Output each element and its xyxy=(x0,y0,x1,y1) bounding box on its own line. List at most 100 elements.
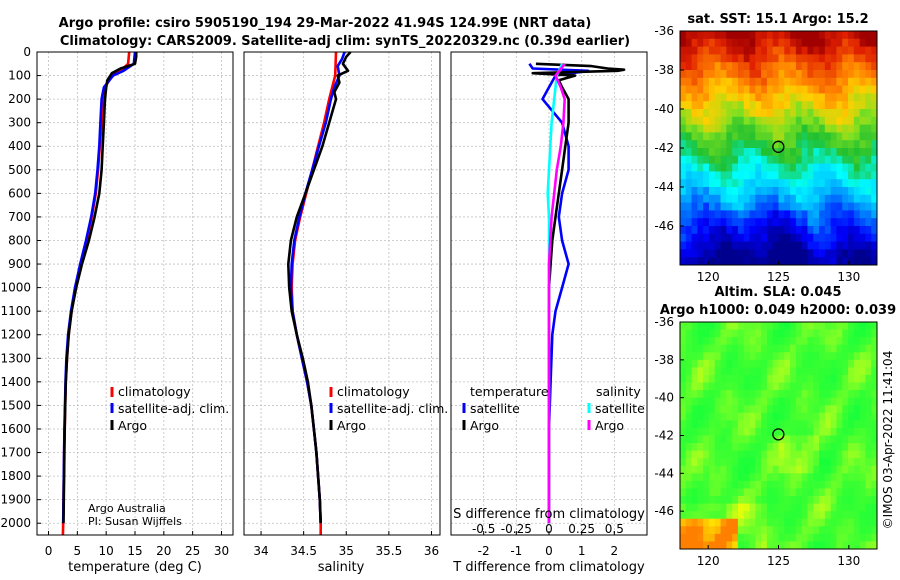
sst-cell xyxy=(680,140,687,149)
sla-cell xyxy=(824,427,832,436)
sla-cell xyxy=(766,480,774,489)
sla-cell xyxy=(755,496,762,504)
temperature-panel: 0 5 10 15 20 25 30 010020030040050060070080090… xyxy=(0,45,234,575)
sla-cell xyxy=(859,374,866,383)
sst-cell xyxy=(871,257,878,266)
sst-cell xyxy=(685,171,692,180)
sla-cell xyxy=(871,374,878,383)
map-x-tick-label: 120 xyxy=(697,554,720,568)
sla-cell xyxy=(813,405,820,414)
sla-cell xyxy=(772,458,779,467)
sla-cell xyxy=(755,427,762,436)
sst-cell xyxy=(830,187,837,196)
sst-cell xyxy=(755,93,762,102)
sla-cell xyxy=(772,480,779,489)
sla-cell xyxy=(848,443,855,452)
sst-cell xyxy=(685,132,692,141)
sla-cell xyxy=(790,359,797,368)
sla-cell xyxy=(685,397,692,406)
sst-cell xyxy=(790,249,797,258)
sst-cell xyxy=(732,54,739,63)
sst-cell xyxy=(836,171,843,180)
sst-cell xyxy=(685,109,692,118)
sla-cell xyxy=(778,405,785,414)
sla-cell xyxy=(807,344,814,353)
sst-cell xyxy=(720,187,727,196)
sst-cell xyxy=(830,132,837,141)
sst-cell xyxy=(708,194,716,203)
sst-cell xyxy=(784,226,791,235)
sla-cell xyxy=(807,322,814,330)
sst-cell xyxy=(761,62,768,71)
sla-cell xyxy=(842,488,849,497)
sla-cell xyxy=(801,488,808,497)
sla-cell xyxy=(778,374,785,383)
sst-cell xyxy=(708,226,716,235)
sst-cell xyxy=(761,116,768,125)
sla-cell xyxy=(830,458,837,467)
sla-cell xyxy=(703,382,710,391)
sst-cell xyxy=(726,257,733,266)
sst-cell xyxy=(853,132,861,141)
sst-cell xyxy=(830,46,837,55)
sla-cell xyxy=(680,480,687,489)
sla-cell xyxy=(795,458,803,467)
sst-cell xyxy=(790,31,797,40)
sst-cell xyxy=(755,54,762,63)
sla-cell xyxy=(784,480,791,489)
sla-cell xyxy=(685,420,692,429)
sla-cell xyxy=(865,427,872,436)
sst-cell xyxy=(732,101,739,110)
sla-cell xyxy=(801,480,808,489)
sla-cell xyxy=(772,488,779,497)
sst-cell xyxy=(813,109,820,118)
sst-cell xyxy=(749,85,756,94)
sla-cell xyxy=(819,322,826,330)
sst-cell xyxy=(813,155,820,164)
sst-cell xyxy=(813,171,820,180)
sla-cell xyxy=(703,367,710,376)
sla-cell xyxy=(824,352,832,361)
sla-cell xyxy=(790,496,797,504)
sla-cell xyxy=(813,541,820,550)
sla-cell xyxy=(697,329,704,338)
sst-cell xyxy=(842,85,849,94)
x-tick-label: 30 xyxy=(214,544,229,558)
sst-cell xyxy=(830,70,837,79)
sst-cell xyxy=(801,218,808,227)
sst-cell xyxy=(853,179,861,188)
sst-cell xyxy=(784,155,791,164)
sla-cell xyxy=(807,435,814,444)
sst-cell xyxy=(755,62,762,71)
sst-cell xyxy=(680,233,687,242)
sst-cell xyxy=(778,202,785,211)
sst-cell xyxy=(778,54,785,63)
sla-cell xyxy=(824,374,832,383)
sst-cell xyxy=(824,171,832,180)
sla-cell xyxy=(714,352,721,361)
sla-cell xyxy=(743,374,750,383)
sst-cell xyxy=(824,31,832,40)
sla-cell xyxy=(772,359,779,368)
sst-cell xyxy=(743,179,750,188)
sst-cell xyxy=(836,218,843,227)
sst-cell xyxy=(726,38,733,47)
sla-cell xyxy=(772,503,779,512)
sst-cell xyxy=(703,54,710,63)
sla-cell xyxy=(813,367,820,376)
sst-cell xyxy=(842,241,849,250)
sla-cell xyxy=(807,465,814,474)
sst-cell xyxy=(813,85,820,94)
sla-cell xyxy=(836,458,843,467)
sst-cell xyxy=(830,109,837,118)
sst-cell xyxy=(720,46,727,55)
sla-cell xyxy=(830,533,837,542)
sst-cell xyxy=(697,101,704,110)
sst-cell xyxy=(784,93,791,102)
sst-cell xyxy=(720,109,727,118)
sla-cell xyxy=(865,374,872,383)
sla-cell xyxy=(801,533,808,542)
sla-cell xyxy=(720,382,727,391)
sla-cell xyxy=(697,488,704,497)
sla-cell xyxy=(813,322,820,330)
